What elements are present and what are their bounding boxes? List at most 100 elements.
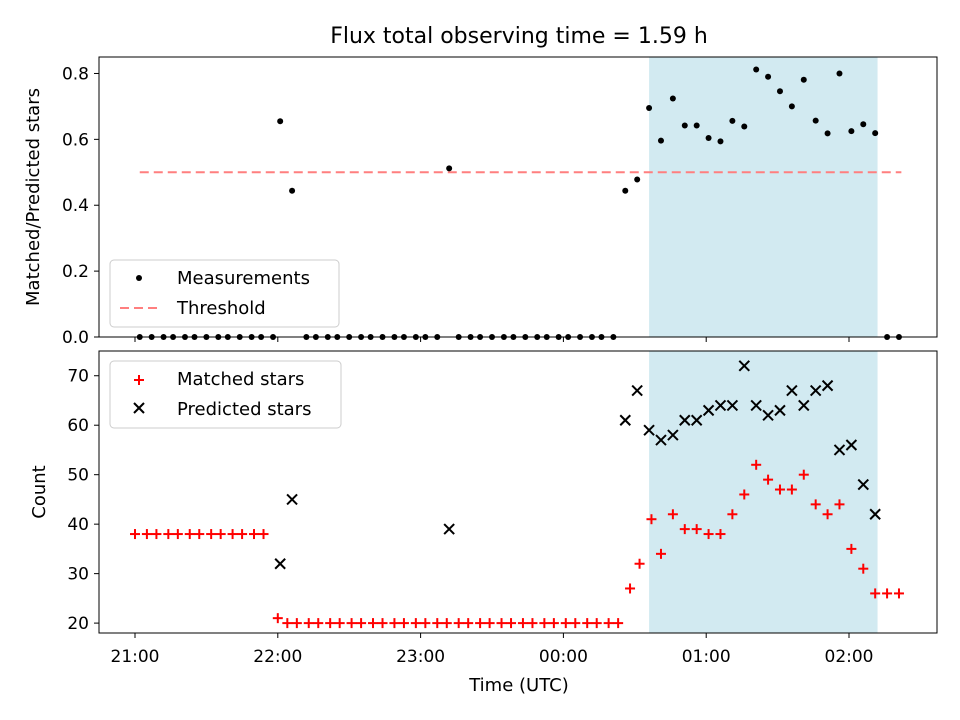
measurement-point	[446, 165, 453, 172]
measurement-point	[765, 73, 772, 80]
top-axes-frame	[98, 56, 938, 338]
matched-star-point	[634, 558, 645, 569]
legend-measurements-marker	[136, 275, 142, 281]
legend-matched-label: Matched stars	[177, 369, 304, 390]
top-y-axis: 0.0 0.2 0.4 0.6 0.8	[62, 64, 99, 348]
bottom-x-axis: 21:00 22:00 23:00 00:00 01:00 02:00	[111, 633, 874, 667]
matched-star-point	[291, 618, 302, 629]
matched-star-point	[846, 543, 857, 554]
measurement-point	[788, 103, 795, 110]
matched-star-point	[272, 613, 283, 624]
matched-star-point	[548, 618, 559, 629]
matched-star-point	[691, 524, 702, 535]
matched-star-point	[249, 529, 259, 540]
matched-star-point	[527, 618, 538, 629]
x-axis-label: Time (UTC)	[468, 675, 569, 696]
matched-star-point	[774, 484, 785, 495]
matched-star-point	[453, 618, 464, 629]
predicted-star-point	[750, 399, 762, 412]
matched-star-point	[858, 563, 869, 574]
top-observing-region	[649, 57, 878, 337]
x-tick-label: 01:00	[682, 647, 731, 667]
predicted-star-point	[679, 414, 691, 426]
bottom-axes-frame	[98, 350, 938, 634]
bottom-panel: 20 30 40 50 60 70 21:00 22:00 23:00 00:00 01:00 02…	[29, 350, 938, 696]
matched-star-point	[655, 548, 666, 559]
matched-star-point	[506, 618, 517, 629]
matched-star-point	[625, 583, 636, 594]
measurement-point	[622, 187, 629, 194]
matched-star-point	[215, 529, 226, 540]
top-y-tick-label: 0.6	[62, 130, 89, 150]
measurement-point	[729, 117, 736, 124]
matched-star-point	[517, 618, 528, 629]
predicted-star-point	[762, 409, 774, 422]
matched-star-point	[151, 529, 162, 540]
matched-star-point	[398, 618, 409, 629]
predicted-star-point	[655, 434, 667, 446]
matched-star-point	[786, 484, 797, 495]
predicted-star-point	[809, 384, 822, 397]
predicted-star-point	[821, 379, 834, 392]
top-panel: 0.00.20.40.60.8 Matched/Predicted stars …	[23, 56, 938, 348]
measurement-point	[669, 95, 676, 102]
legend-predicted-label: Predicted stars	[177, 399, 311, 420]
predicted-star-point	[845, 439, 858, 451]
matched-star-point	[346, 618, 357, 629]
predicted-star-point	[274, 558, 286, 570]
bottom-y-axis-label: Count	[29, 465, 50, 518]
predicted-star-point	[619, 414, 631, 426]
x-tick-label: 00:00	[539, 647, 588, 667]
measurement-point	[693, 122, 700, 129]
matched-star-point	[882, 588, 893, 599]
measurement-point	[860, 121, 867, 128]
bottom-legend: Matched stars Predicted stars	[109, 360, 342, 429]
matched-star-point	[496, 618, 507, 629]
predicted-star-point	[643, 424, 655, 436]
matched-star-point	[539, 618, 550, 629]
top-y-tick-label: 0.8	[62, 64, 89, 84]
bottom-y-tick-label: 40	[67, 515, 89, 535]
matched-star-point	[377, 618, 388, 629]
x-tick-label: 23:00	[396, 647, 445, 667]
bottom-y-tick-label: 50	[67, 466, 89, 486]
matched-star-point	[172, 529, 183, 540]
matched-star-point	[703, 529, 714, 540]
matched-star-point	[751, 459, 762, 470]
measurement-point	[277, 118, 284, 125]
measurement-point	[812, 117, 819, 124]
matched-star-point	[130, 529, 140, 540]
chart-title: Flux total observing time = 1.59 h	[330, 24, 708, 49]
matched-star-point	[582, 618, 593, 629]
measurement-point	[824, 130, 831, 137]
matched-star-point	[258, 529, 269, 540]
matched-star-point	[739, 489, 750, 500]
predicted-star-point	[690, 414, 703, 426]
matched-star-point	[237, 529, 248, 540]
predicted-star-point	[631, 384, 643, 397]
matched-star-point	[727, 509, 738, 520]
measurement-point	[800, 76, 807, 83]
measurement-point	[657, 137, 664, 144]
matched-star-point	[389, 618, 400, 629]
matched-star-point	[834, 499, 845, 510]
matched-star-point	[184, 529, 195, 540]
matched-star-point	[368, 618, 378, 629]
predicted-star-point	[857, 478, 869, 491]
bottom-y-axis: 20 30 40 50 60 70	[67, 367, 99, 634]
measurement-point	[681, 122, 688, 129]
bottom-y-tick-label: 70	[67, 367, 89, 387]
measurement-point	[848, 128, 855, 135]
predicted-star-point	[786, 384, 798, 397]
matched-star-point	[282, 618, 293, 629]
matched-star-point	[313, 618, 324, 629]
matched-star-point	[893, 588, 904, 599]
matched-star-point	[206, 529, 217, 540]
matched-star-point	[441, 618, 452, 629]
predicted-star-point	[798, 399, 810, 412]
measurement-point	[836, 70, 843, 77]
predicted-star-point	[702, 404, 715, 417]
bottom-y-tick-label: 20	[67, 614, 89, 634]
predicted-star-point	[774, 404, 786, 417]
predicted-star-point	[726, 399, 739, 412]
